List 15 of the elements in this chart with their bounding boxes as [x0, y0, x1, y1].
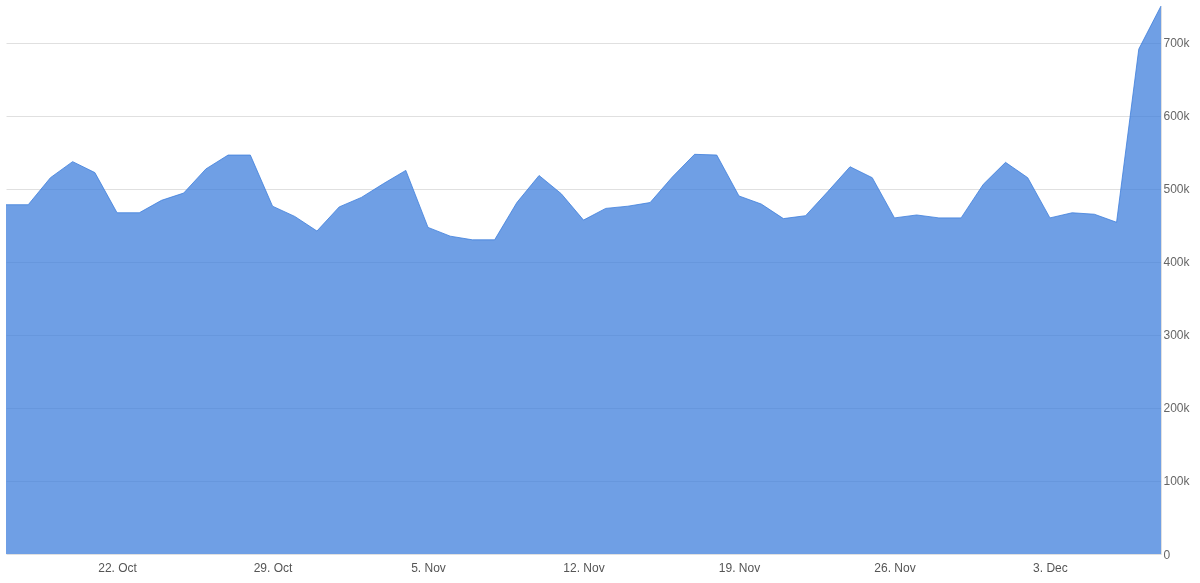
y-tick-label: 0: [1163, 547, 1171, 562]
x-tick-label: 26. Nov: [874, 560, 916, 575]
y-tick-label: 100k: [1163, 474, 1191, 489]
y-tick-label: 200k: [1163, 401, 1191, 416]
y-tick-label: 700k: [1163, 36, 1191, 51]
y-tick-label: 500k: [1163, 182, 1191, 197]
x-tick-label: 22. Oct: [98, 560, 138, 575]
x-tick-label: 29. Oct: [253, 560, 294, 575]
y-tick-label: 400k: [1163, 255, 1191, 270]
x-tick-label: 5. Nov: [411, 560, 446, 575]
y-tick-label: 300k: [1163, 328, 1191, 343]
x-tick-label: 3. Dec: [1033, 560, 1068, 575]
x-tick-label: 19. Nov: [718, 560, 761, 575]
y-tick-label: 600k: [1163, 109, 1191, 124]
x-tick-label: 12. Nov: [563, 560, 605, 575]
